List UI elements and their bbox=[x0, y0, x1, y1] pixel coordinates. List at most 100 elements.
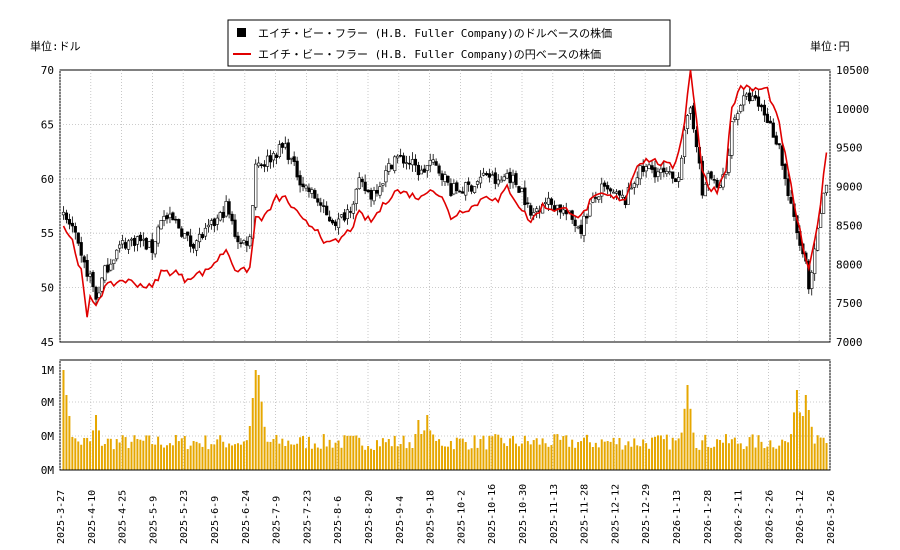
candle-body bbox=[61, 211, 66, 216]
date-tick-label: 2025-8-6 bbox=[333, 496, 344, 544]
candle-body bbox=[455, 182, 459, 192]
candle-body bbox=[313, 190, 317, 199]
candle-body bbox=[552, 205, 557, 211]
candle-body bbox=[363, 181, 367, 192]
candle-body bbox=[271, 152, 276, 161]
volume-bar bbox=[594, 442, 597, 470]
candle-body bbox=[82, 256, 86, 263]
candle-body bbox=[487, 173, 491, 178]
volume-bar bbox=[417, 420, 420, 470]
volume-bar bbox=[154, 444, 157, 470]
candle-body bbox=[192, 244, 196, 249]
volume-bar bbox=[742, 449, 745, 470]
candle-body bbox=[662, 167, 666, 173]
candle-body bbox=[215, 217, 219, 225]
candle-body bbox=[67, 218, 71, 225]
volume-bar bbox=[112, 449, 115, 470]
candle-body bbox=[620, 194, 625, 198]
candle-body bbox=[520, 188, 524, 193]
volume-bar bbox=[396, 446, 399, 470]
candle-body bbox=[579, 224, 583, 234]
candle-body bbox=[677, 177, 681, 182]
volume-bar bbox=[260, 401, 263, 470]
volume-bar bbox=[491, 436, 494, 470]
volume-bar bbox=[177, 441, 180, 470]
jpy-tick-label: 7500 bbox=[836, 297, 863, 310]
candle-body bbox=[138, 234, 142, 242]
candle-body bbox=[393, 156, 397, 171]
volume-bar bbox=[671, 437, 674, 470]
volume-bar bbox=[210, 444, 213, 470]
candle-body bbox=[94, 286, 98, 300]
volume-bar bbox=[473, 435, 476, 470]
candle-body bbox=[147, 241, 151, 248]
candle-body bbox=[585, 216, 589, 219]
candle-body bbox=[345, 209, 350, 220]
jpy-tick-label: 9000 bbox=[836, 181, 863, 194]
volume-bar bbox=[494, 434, 497, 470]
volume-bar bbox=[304, 448, 307, 470]
volume-bar bbox=[390, 446, 393, 470]
date-tick-label: 2025-6-24 bbox=[241, 490, 252, 544]
candle-body bbox=[333, 221, 338, 226]
volume-bar bbox=[65, 395, 68, 470]
candle-body bbox=[159, 220, 163, 230]
volume-bar bbox=[745, 446, 748, 470]
volume-bar bbox=[375, 440, 378, 470]
volume-bar bbox=[544, 443, 547, 470]
volume-bar bbox=[452, 449, 455, 470]
candle-body bbox=[88, 273, 92, 277]
candle-body bbox=[561, 209, 565, 214]
candle-body bbox=[384, 170, 388, 183]
date-tick-label: 2025-10-2 bbox=[456, 490, 467, 544]
candle-body bbox=[440, 173, 444, 181]
candle-body bbox=[310, 189, 314, 194]
volume-bar bbox=[115, 439, 118, 470]
volume-bar bbox=[695, 448, 698, 470]
candle-body bbox=[464, 182, 468, 196]
volume-bar bbox=[157, 436, 160, 470]
candle-body bbox=[443, 174, 447, 182]
candle-body bbox=[254, 163, 258, 208]
volume-bar bbox=[378, 446, 381, 470]
date-tick-label: 2026-1-13 bbox=[672, 490, 683, 544]
candle-body bbox=[597, 196, 601, 200]
date-tick-label: 2025-11-28 bbox=[580, 484, 591, 544]
candle-body bbox=[739, 105, 743, 112]
candle-body bbox=[635, 177, 639, 186]
volume-bar bbox=[228, 443, 231, 470]
volume-bar bbox=[77, 441, 80, 470]
candle-body bbox=[70, 222, 74, 227]
volume-bar bbox=[86, 437, 89, 470]
volume-bar bbox=[109, 438, 112, 470]
volume-bar bbox=[251, 398, 254, 470]
volume-bar bbox=[707, 446, 710, 470]
candle-body bbox=[759, 104, 764, 108]
date-tick-label: 2025-12-29 bbox=[641, 484, 652, 544]
volume-bar bbox=[591, 447, 594, 470]
volume-bar bbox=[361, 445, 364, 470]
candle-body bbox=[478, 176, 483, 184]
volume-bar bbox=[171, 445, 174, 470]
candle-body bbox=[328, 216, 332, 222]
volume-bar bbox=[701, 440, 704, 470]
volume-bar bbox=[795, 390, 798, 470]
candle-body bbox=[91, 272, 95, 288]
candle-body bbox=[268, 155, 273, 163]
candle-body bbox=[452, 183, 456, 195]
volume-bar bbox=[127, 448, 130, 470]
candle-body bbox=[576, 226, 580, 229]
volume-bar bbox=[692, 432, 695, 470]
candle-body bbox=[265, 155, 270, 167]
volume-bar bbox=[163, 447, 166, 470]
volume-bar bbox=[506, 446, 509, 470]
usd-tick-label: 55 bbox=[41, 227, 54, 240]
volume-bar bbox=[775, 448, 778, 470]
candle-body bbox=[736, 113, 740, 120]
candle-body bbox=[685, 115, 690, 129]
candle-body bbox=[106, 264, 110, 273]
candle-body bbox=[257, 162, 261, 167]
volume-bar bbox=[801, 416, 804, 470]
volume-bar bbox=[189, 445, 192, 470]
